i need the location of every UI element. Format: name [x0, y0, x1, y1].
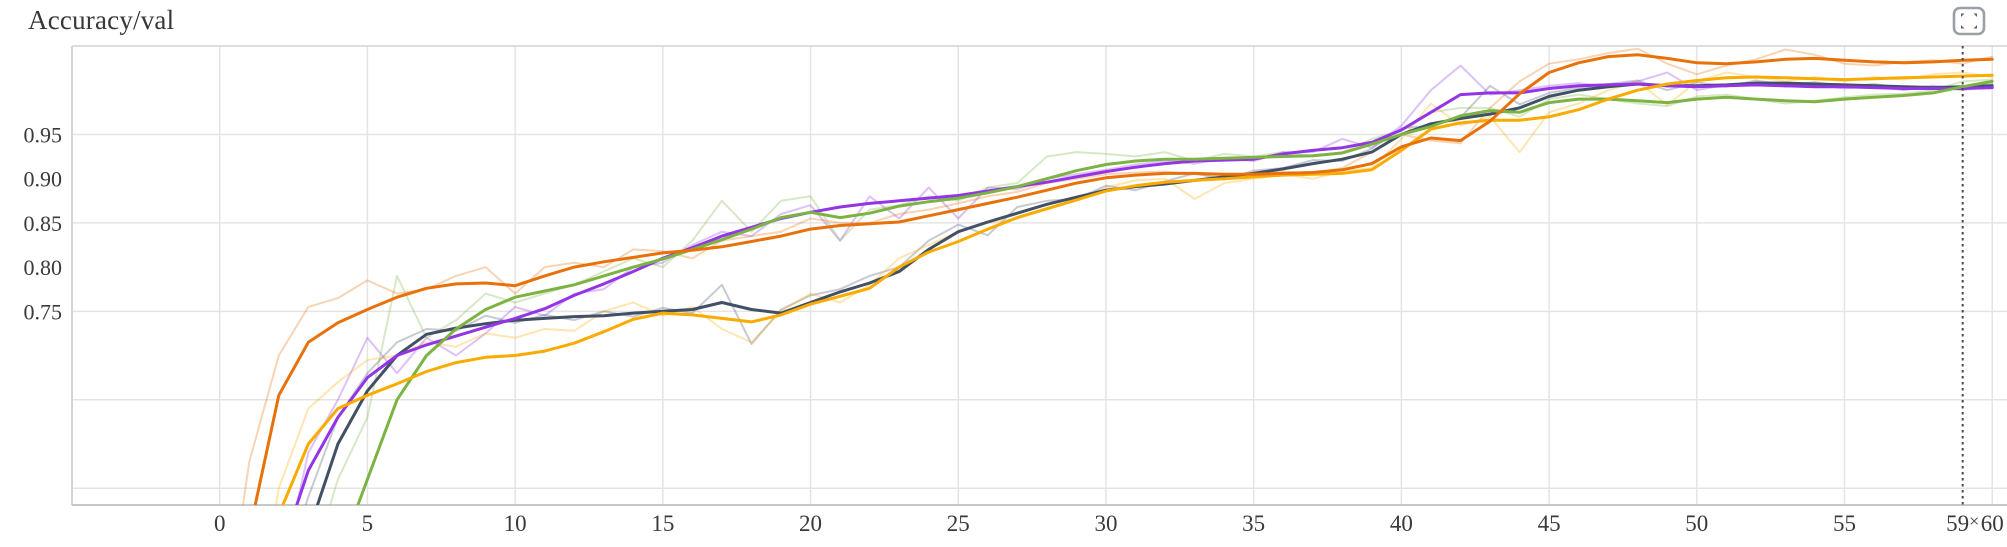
x-tick-label: 15: [651, 511, 674, 536]
chart-title: Accuracy/val: [28, 5, 175, 35]
series-line-run-orange-smoothed: [253, 53, 1994, 505]
series-line-run-slate-raw: [304, 79, 1994, 505]
series-lines: [241, 47, 1994, 505]
series-line-run-orange-raw: [241, 47, 1994, 505]
cursor-step-label: 59×: [1946, 511, 1979, 536]
series-line-run-green-raw: [329, 78, 1994, 505]
x-axis-labels: 0 5 10 15 20 25 30 35 40 45 50 55 60: [214, 511, 2004, 536]
series-line-run-purple-smoothed: [295, 82, 1994, 505]
x-tick-label: 60: [1981, 511, 2004, 536]
series-line-run-amber-smoothed: [281, 73, 1994, 505]
y-tick-label: 0.80: [24, 255, 63, 280]
series-line-run-purple-raw: [295, 64, 1994, 505]
expand-icon: [1952, 6, 1986, 36]
x-tick-label: 30: [1094, 511, 1117, 536]
series-line-run-green-smoothed: [356, 79, 1994, 505]
y-tick-label: 0.95: [24, 122, 63, 147]
y-axis-labels: 0.95 0.90 0.85 0.80 0.75: [24, 122, 63, 324]
x-tick-label: 55: [1833, 511, 1856, 536]
y-tick-label: 0.75: [24, 299, 63, 324]
x-tick-label: 45: [1538, 511, 1561, 536]
expand-button[interactable]: [1951, 5, 1987, 37]
x-tick-label: 35: [1242, 511, 1265, 536]
x-tick-label: 10: [504, 511, 527, 536]
x-tick-label: 40: [1390, 511, 1413, 536]
gridlines: [72, 46, 2007, 505]
y-tick-label: 0.90: [24, 167, 63, 192]
x-tick-label: 50: [1685, 511, 1708, 536]
x-tick-label: 20: [799, 511, 822, 536]
x-tick-label: 25: [947, 511, 970, 536]
x-tick-label: 0: [214, 511, 226, 536]
y-tick-label: 0.85: [24, 211, 63, 236]
x-tick-label: 5: [362, 511, 374, 536]
